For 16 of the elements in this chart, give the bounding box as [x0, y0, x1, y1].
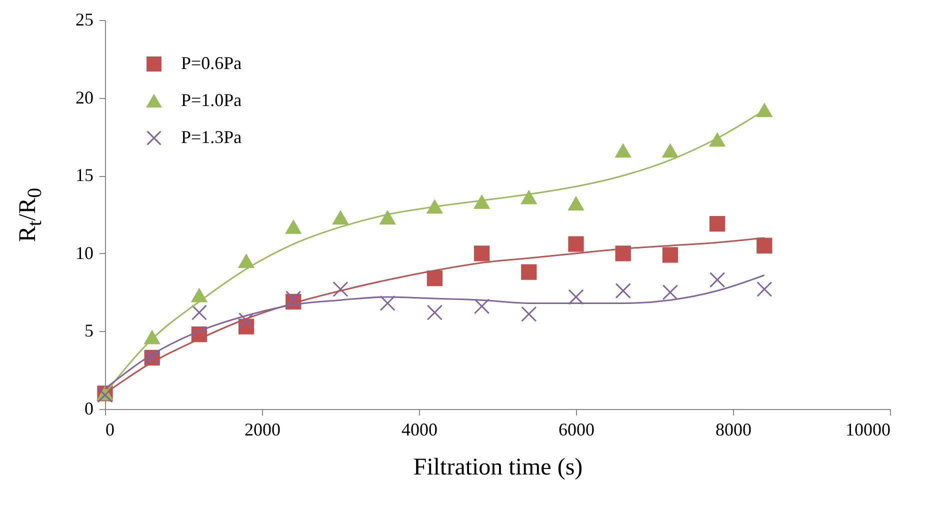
y-tick-label: 20 [76, 87, 94, 108]
x-tick-label: 6000 [558, 420, 594, 440]
y-tick-label: 25 [76, 10, 94, 30]
x-axis-title: Filtration time (s) [413, 454, 583, 480]
y-tick-label: 10 [76, 242, 94, 263]
y-tick-label: 15 [76, 165, 94, 186]
legend-label: P=1.3Pa [181, 127, 242, 147]
x-tick-label: 8000 [716, 420, 752, 440]
legend-label: P=1.0Pa [181, 90, 242, 110]
x-tick-label: 10000 [846, 420, 890, 440]
x-tick-label: 4000 [402, 420, 438, 440]
legend-label: P=0.6Pa [181, 53, 242, 73]
x-tick-label: 0 [106, 420, 114, 440]
y-tick-label: 0 [84, 398, 94, 418]
x-tick-label: 2000 [244, 420, 280, 440]
y-tick-label: 5 [84, 320, 94, 341]
